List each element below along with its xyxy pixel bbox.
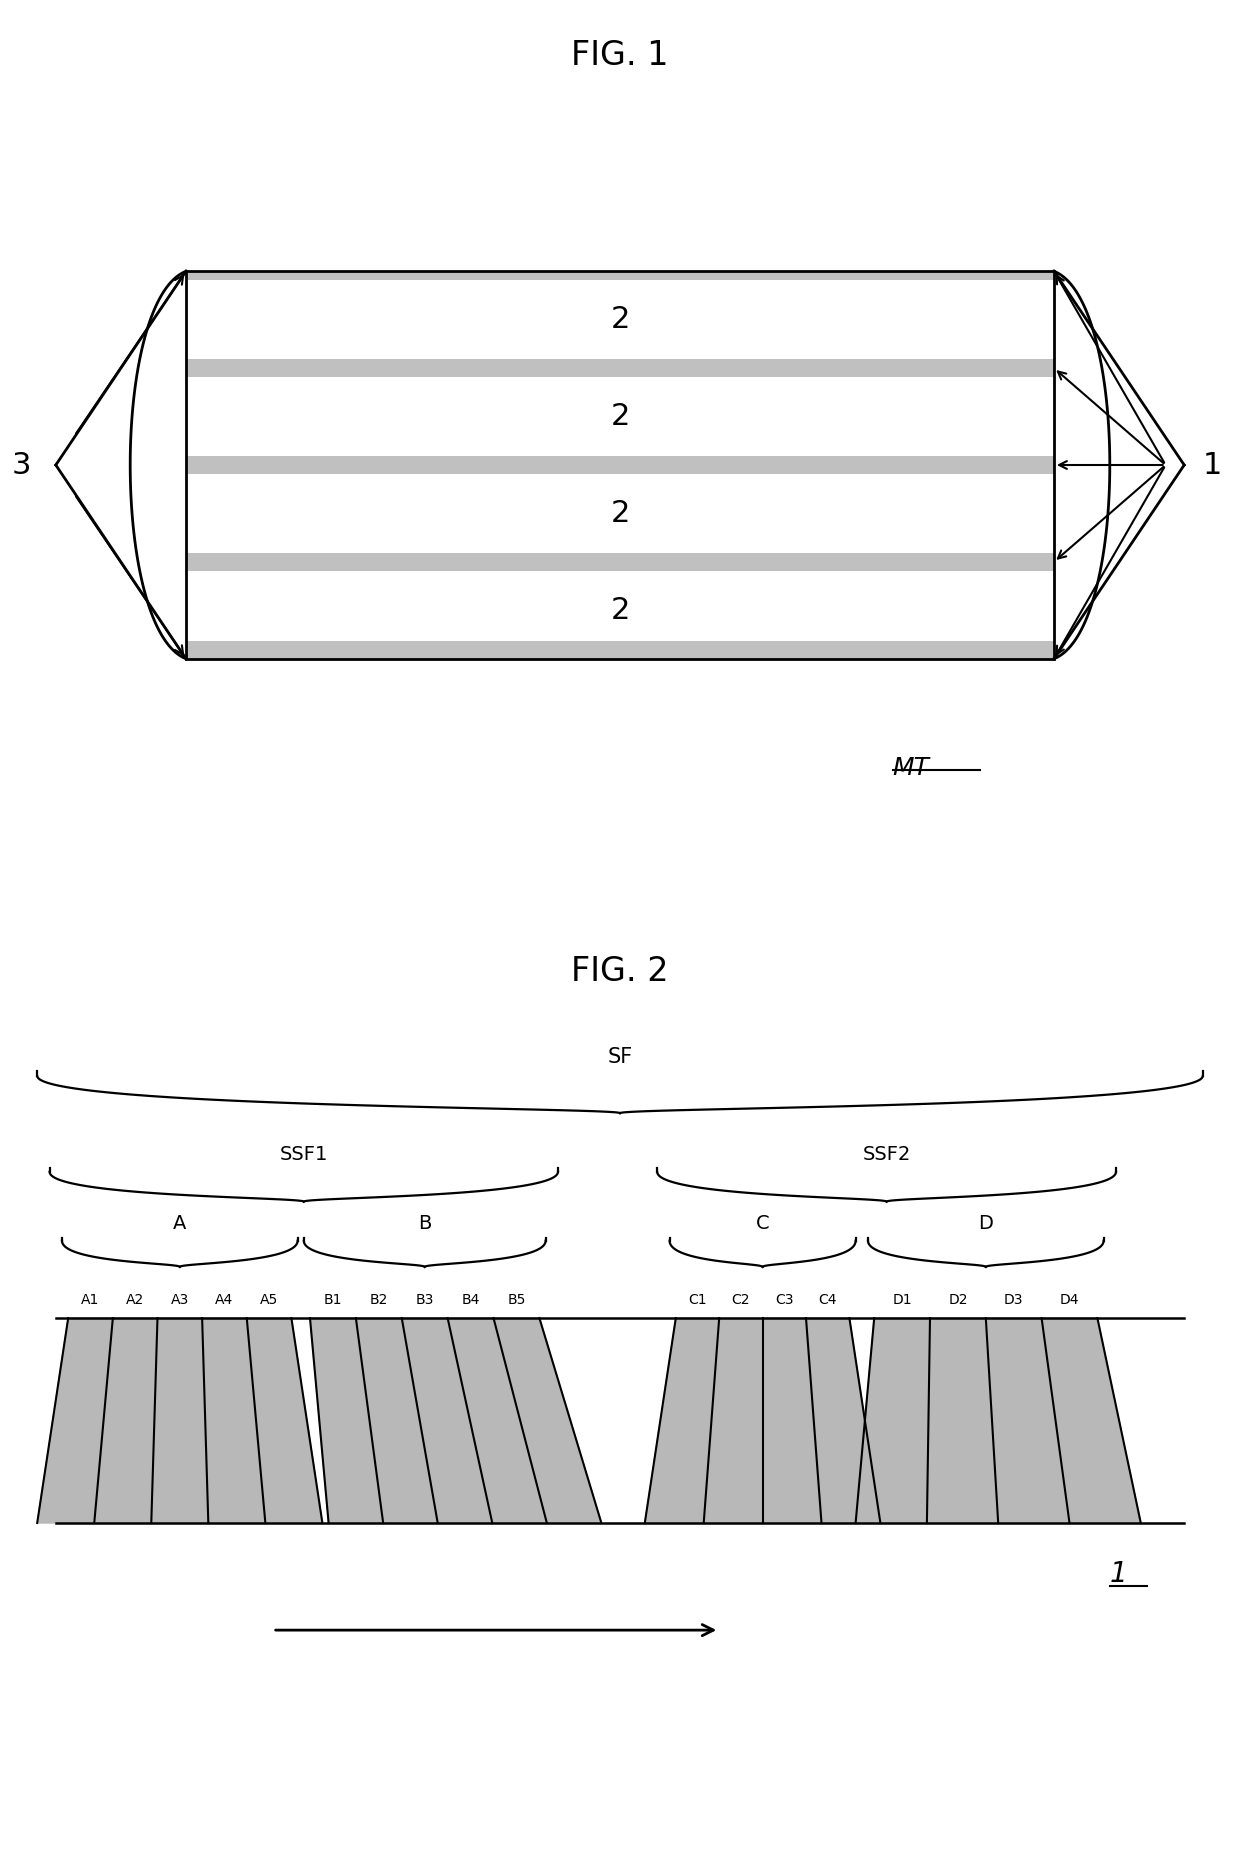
Polygon shape <box>402 1319 492 1524</box>
Polygon shape <box>1042 1319 1141 1524</box>
Bar <box>186 456 1054 473</box>
Text: 1: 1 <box>1110 1559 1127 1589</box>
Text: 2: 2 <box>610 499 630 527</box>
Bar <box>186 272 1054 660</box>
Polygon shape <box>763 1319 821 1524</box>
Polygon shape <box>703 1319 763 1524</box>
Polygon shape <box>986 1319 1069 1524</box>
Text: 2: 2 <box>610 306 630 333</box>
Polygon shape <box>94 1319 157 1524</box>
Bar <box>186 360 1054 376</box>
Text: C4: C4 <box>818 1293 837 1308</box>
Text: C1: C1 <box>688 1293 707 1308</box>
Polygon shape <box>645 1319 719 1524</box>
Text: B: B <box>418 1215 432 1233</box>
Text: 1: 1 <box>1203 451 1223 479</box>
Text: D4: D4 <box>1060 1293 1079 1308</box>
Polygon shape <box>310 1319 383 1524</box>
Polygon shape <box>247 1319 322 1524</box>
Text: A1: A1 <box>82 1293 99 1308</box>
Text: D: D <box>978 1215 993 1233</box>
Text: A4: A4 <box>216 1293 233 1308</box>
Text: C2: C2 <box>732 1293 750 1308</box>
Text: A: A <box>174 1215 186 1233</box>
Text: D2: D2 <box>949 1293 967 1308</box>
Text: A2: A2 <box>126 1293 144 1308</box>
Polygon shape <box>494 1319 601 1524</box>
Text: SF: SF <box>608 1047 632 1067</box>
Text: B2: B2 <box>370 1293 388 1308</box>
Polygon shape <box>356 1319 438 1524</box>
Bar <box>186 272 1054 279</box>
Text: SSF1: SSF1 <box>279 1144 329 1164</box>
Polygon shape <box>151 1319 208 1524</box>
Text: D1: D1 <box>893 1293 911 1308</box>
Text: 3: 3 <box>11 451 31 479</box>
Text: C: C <box>756 1215 769 1233</box>
Text: FIG. 1: FIG. 1 <box>572 39 668 73</box>
Text: B3: B3 <box>415 1293 434 1308</box>
Text: C3: C3 <box>775 1293 794 1308</box>
Polygon shape <box>856 1319 930 1524</box>
Polygon shape <box>448 1319 547 1524</box>
Bar <box>186 553 1054 570</box>
Text: 2: 2 <box>610 402 630 430</box>
Text: A5: A5 <box>260 1293 278 1308</box>
Bar <box>186 641 1054 660</box>
Text: B4: B4 <box>461 1293 480 1308</box>
Text: D3: D3 <box>1004 1293 1023 1308</box>
Text: SSF2: SSF2 <box>862 1144 911 1164</box>
Text: 2: 2 <box>610 596 630 624</box>
Bar <box>186 272 1054 660</box>
Polygon shape <box>926 1319 998 1524</box>
Polygon shape <box>37 1319 113 1524</box>
Text: B5: B5 <box>507 1293 526 1308</box>
Polygon shape <box>202 1319 265 1524</box>
Text: A3: A3 <box>171 1293 188 1308</box>
Text: B1: B1 <box>324 1293 342 1308</box>
Text: FIG. 2: FIG. 2 <box>572 954 668 987</box>
Text: MT: MT <box>893 756 930 779</box>
Polygon shape <box>806 1319 880 1524</box>
